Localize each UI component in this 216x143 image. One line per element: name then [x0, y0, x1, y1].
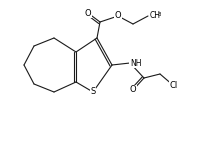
Text: O: O [130, 86, 136, 95]
Text: O: O [85, 8, 91, 17]
Text: 3: 3 [158, 11, 162, 16]
Text: Cl: Cl [170, 82, 178, 91]
Text: O: O [115, 11, 121, 20]
Text: NH: NH [130, 58, 141, 67]
Text: CH: CH [150, 11, 161, 20]
Text: S: S [90, 88, 96, 97]
